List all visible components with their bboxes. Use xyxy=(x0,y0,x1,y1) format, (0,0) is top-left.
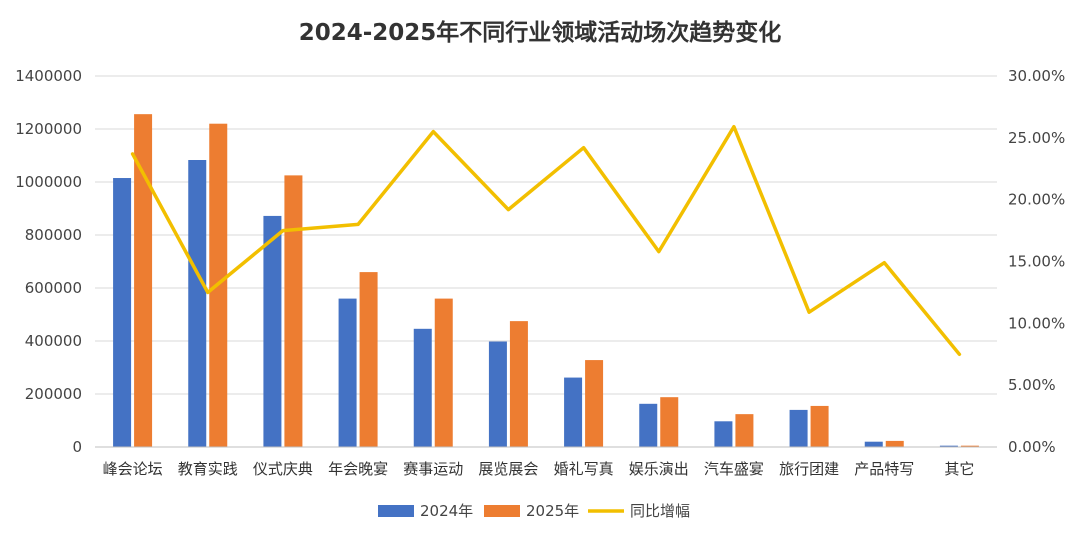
right-tick-label: 20.00% xyxy=(1008,191,1065,209)
right-tick-label: 25.00% xyxy=(1008,129,1065,147)
line-series-growth xyxy=(130,124,962,357)
category-label: 教育实践 xyxy=(178,460,238,478)
category-label: 产品特写 xyxy=(854,460,914,478)
bar-2024年-娱乐演出 xyxy=(639,403,658,447)
right-tick-label: 30.00% xyxy=(1008,67,1065,85)
bar-2024年-赛事运动 xyxy=(413,328,432,447)
growth-line xyxy=(130,124,962,357)
bar-2024年-汽车盛宴 xyxy=(714,421,733,447)
left-tick-label: 800000 xyxy=(25,226,82,244)
bar-2024年-产品特写 xyxy=(864,441,883,447)
legend-label: 同比增幅 xyxy=(630,502,690,520)
bar-2024年-其它 xyxy=(939,445,958,447)
legend-swatch xyxy=(378,505,414,517)
category-label: 旅行团建 xyxy=(779,460,839,478)
bar-2024年-仪式庆典 xyxy=(263,215,282,447)
bar-2025年-婚礼写真 xyxy=(585,360,604,447)
bar-2025年-娱乐演出 xyxy=(660,397,679,447)
category-label: 赛事运动 xyxy=(403,460,463,478)
legend-label: 2025年 xyxy=(526,502,579,520)
left-tick-label: 1200000 xyxy=(15,120,82,138)
bar-2024年-年会晚宴 xyxy=(338,298,357,447)
bar-2025年-年会晚宴 xyxy=(359,272,378,447)
gridlines xyxy=(95,75,997,448)
bar-2025年-其它 xyxy=(960,445,979,447)
legend: 2024年 2025年 同比增幅 xyxy=(378,502,690,520)
bar-2025年-赛事运动 xyxy=(434,298,453,447)
left-tick-label: 1400000 xyxy=(15,67,82,85)
left-tick-label: 0 xyxy=(72,438,82,456)
category-label: 年会晚宴 xyxy=(328,460,388,478)
left-tick-label: 400000 xyxy=(25,332,82,350)
left-tick-label: 600000 xyxy=(25,279,82,297)
legend-label: 2024年 xyxy=(420,502,473,520)
right-tick-label: 15.00% xyxy=(1008,253,1065,271)
right-axis: 0.00% 5.00% 10.00% 15.00% 20.00% 25.00% 30.00% xyxy=(1008,67,1065,456)
right-tick-label: 0.00% xyxy=(1008,438,1056,456)
bar-2025年-展览展会 xyxy=(509,321,528,447)
bar-2024年-展览展会 xyxy=(488,341,507,447)
bar-2024年-教育实践 xyxy=(188,160,207,447)
bars xyxy=(113,114,979,447)
bar-2024年-旅行团建 xyxy=(789,409,808,447)
chart-title: 2024-2025年不同行业领域活动场次趋势变化 xyxy=(299,19,782,46)
category-label: 娱乐演出 xyxy=(629,460,689,478)
category-label: 展览展会 xyxy=(478,460,538,478)
right-tick-label: 10.00% xyxy=(1008,314,1065,332)
bar-2025年-仪式庆典 xyxy=(284,175,303,447)
category-label: 仪式庆典 xyxy=(253,460,313,478)
left-tick-label: 1000000 xyxy=(15,173,82,191)
legend-swatch xyxy=(484,505,520,517)
left-axis: 0 200000 400000 600000 800000 1000000 1200000 1… xyxy=(15,67,82,456)
bar-2024年-婚礼写真 xyxy=(564,377,583,447)
bar-2024年-峰会论坛 xyxy=(113,178,132,447)
bar-2025年-旅行团建 xyxy=(810,405,829,447)
bar-2025年-产品特写 xyxy=(885,440,904,447)
category-label: 峰会论坛 xyxy=(103,460,163,478)
category-label: 婚礼写真 xyxy=(554,460,614,478)
bar-2025年-汽车盛宴 xyxy=(735,414,754,447)
category-label: 其它 xyxy=(944,460,974,478)
right-tick-label: 5.00% xyxy=(1008,376,1056,394)
left-tick-label: 200000 xyxy=(25,385,82,403)
bar-2025年-峰会论坛 xyxy=(134,114,153,447)
category-label: 汽车盛宴 xyxy=(704,460,764,478)
category-labels: 峰会论坛 教育实践 仪式庆典 年会晚宴 赛事运动 展览展会 婚礼写真 娱乐演出 汽车盛宴 旅行团建… xyxy=(95,446,997,478)
